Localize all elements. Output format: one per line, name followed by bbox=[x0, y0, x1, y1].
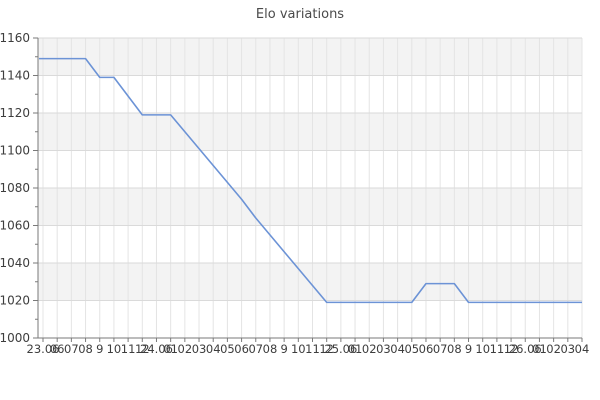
y-tick-labels: 1000 1020 1040 1060 1080 1100 1120 1140 1160 bbox=[0, 31, 30, 345]
x-tick-label: 10 bbox=[291, 342, 306, 356]
y-tick-label: 1160 bbox=[0, 31, 30, 45]
x-tick-label: 08 bbox=[263, 342, 278, 356]
band bbox=[38, 113, 582, 151]
x-tick-label: 11 bbox=[121, 342, 136, 356]
y-tick-label: 1120 bbox=[0, 106, 30, 120]
x-tick-label: 05 bbox=[220, 342, 235, 356]
x-tick-label: 02 bbox=[362, 342, 377, 356]
x-tick-label: 10 bbox=[475, 342, 490, 356]
x-tick-label: 01 bbox=[532, 342, 547, 356]
x-tick-label: 12 bbox=[319, 342, 334, 356]
x-tick-label: 04 bbox=[206, 342, 221, 356]
chart-root: 1000 1020 1040 1060 1080 1100 1120 1140 1160 23.0… bbox=[0, 31, 589, 356]
x-tick-label: 03 bbox=[192, 342, 207, 356]
y-tick-label: 1020 bbox=[0, 294, 30, 308]
y-tick-label: 1100 bbox=[0, 144, 30, 158]
x-tick-label: 12 bbox=[504, 342, 519, 356]
x-tick-label: 08 bbox=[447, 342, 462, 356]
x-tick-label: 24.06 bbox=[140, 342, 173, 356]
x-tick-label: 06 bbox=[234, 342, 249, 356]
band bbox=[38, 38, 582, 76]
x-tick-label: 9 bbox=[465, 342, 472, 356]
x-tick-label: 02 bbox=[178, 342, 193, 356]
x-tick-label: 06 bbox=[50, 342, 65, 356]
x-tick-label: 07 bbox=[433, 342, 448, 356]
x-tick-label: 02 bbox=[546, 342, 561, 356]
chart-title: Elo variations bbox=[256, 7, 344, 22]
x-tick-label: 06 bbox=[419, 342, 434, 356]
band bbox=[38, 188, 582, 226]
y-tick-label: 1060 bbox=[0, 219, 30, 233]
x-tick-label: 07 bbox=[64, 342, 79, 356]
x-tick-label: 07 bbox=[248, 342, 263, 356]
x-tick-label: 26.06 bbox=[509, 342, 542, 356]
y-ticks bbox=[33, 37, 38, 339]
y-tick-label: 1000 bbox=[0, 331, 30, 345]
y-tick-label: 1080 bbox=[0, 181, 30, 195]
x-tick-label: 11 bbox=[490, 342, 505, 356]
y-tick-label: 1040 bbox=[0, 256, 30, 270]
x-tick-label: 08 bbox=[78, 342, 93, 356]
x-tick-label: 12 bbox=[135, 342, 150, 356]
x-tick-label: 03 bbox=[376, 342, 391, 356]
x-tick-label: 23.06 bbox=[27, 342, 60, 356]
x-tick-label: 04 bbox=[390, 342, 405, 356]
x-tick-label: 9 bbox=[280, 342, 287, 356]
x-tick-label: 01 bbox=[163, 342, 178, 356]
y-tick-label: 1140 bbox=[0, 69, 30, 83]
x-tick-label: 10 bbox=[107, 342, 122, 356]
x-tick-label: 01 bbox=[348, 342, 363, 356]
plot-bands bbox=[38, 38, 582, 301]
x-tick-label: 04 bbox=[575, 342, 590, 356]
x-tick-label: 03 bbox=[560, 342, 575, 356]
x-tick-label: 11 bbox=[305, 342, 320, 356]
h-gridlines bbox=[38, 37, 582, 301]
series-line bbox=[39, 57, 582, 304]
x-ticks bbox=[42, 338, 583, 342]
x-tick-label: 25.06 bbox=[324, 342, 357, 356]
x-tick-label: 05 bbox=[404, 342, 419, 356]
x-tick-label: 9 bbox=[96, 342, 103, 356]
